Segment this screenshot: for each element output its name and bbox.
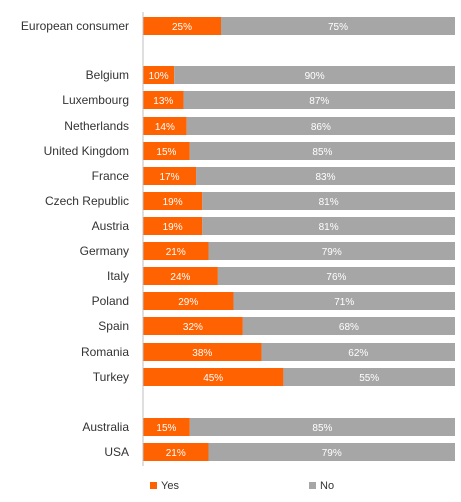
data-label-yes-9: 24% bbox=[170, 272, 190, 283]
bar-yes-1 bbox=[143, 66, 175, 84]
category-label-8: Germany bbox=[80, 244, 129, 258]
legend-label-no: No bbox=[320, 480, 334, 492]
data-label-yes-15: 21% bbox=[166, 448, 186, 459]
bar-no-0 bbox=[221, 17, 455, 35]
category-label-15: USA bbox=[104, 445, 129, 459]
data-label-no-2: 87% bbox=[309, 96, 329, 107]
category-labels: European consumer Belgium Luxembourg Nether… bbox=[21, 19, 129, 459]
category-label-12: Romania bbox=[81, 345, 129, 359]
data-label-yes-10: 29% bbox=[178, 297, 198, 308]
bar-yes-15 bbox=[143, 443, 209, 461]
data-label-yes-4: 15% bbox=[156, 147, 176, 158]
bar-yes-4 bbox=[143, 142, 190, 160]
bar-no-9 bbox=[217, 267, 455, 285]
legend: Yes No bbox=[150, 480, 334, 492]
data-label-yes-0: 25% bbox=[172, 22, 192, 33]
category-label-14: Australia bbox=[82, 420, 129, 434]
bar-no-1 bbox=[174, 66, 455, 84]
data-label-no-5: 83% bbox=[316, 172, 336, 183]
legend-swatch-no bbox=[309, 482, 316, 489]
bar-yes-6 bbox=[143, 192, 203, 210]
bar-no-15 bbox=[208, 443, 455, 461]
data-label-yes-7: 19% bbox=[163, 222, 183, 233]
data-label-no-9: 76% bbox=[326, 272, 346, 283]
bar-no-5 bbox=[196, 167, 456, 185]
category-label-7: Austria bbox=[92, 219, 130, 233]
bar-yes-5 bbox=[143, 167, 197, 185]
data-label-yes-12: 38% bbox=[192, 348, 212, 359]
category-label-4: United Kingdom bbox=[44, 144, 129, 158]
data-label-no-8: 79% bbox=[322, 247, 342, 258]
bar-no-10 bbox=[233, 292, 455, 310]
category-label-9: Italy bbox=[107, 269, 129, 283]
data-label-yes-6: 19% bbox=[163, 197, 183, 208]
bar-no-3 bbox=[186, 117, 455, 135]
bar-yes-9 bbox=[143, 267, 218, 285]
bar-no-13 bbox=[283, 368, 455, 386]
bar-no-7 bbox=[202, 217, 455, 235]
data-label-no-14: 85% bbox=[312, 423, 332, 434]
data-label-yes-3: 14% bbox=[155, 122, 175, 133]
category-label-13: Turkey bbox=[93, 370, 129, 384]
category-label-3: Netherlands bbox=[64, 119, 129, 133]
category-label-2: Luxembourg bbox=[62, 93, 129, 107]
category-label-10: Poland bbox=[92, 294, 129, 308]
data-label-yes-1: 10% bbox=[149, 71, 169, 82]
bar-yes-3 bbox=[143, 117, 187, 135]
bar-yes-0 bbox=[143, 17, 221, 35]
bar-yes-2 bbox=[143, 91, 184, 109]
category-label-0: European consumer bbox=[21, 19, 129, 33]
bars-layer: 25% 75% 10% 90% 13% 87% 14% 86% 15% 85% 17% 83% 19% 8… bbox=[143, 17, 456, 461]
data-label-no-7: 81% bbox=[319, 222, 339, 233]
bar-yes-10 bbox=[143, 292, 234, 310]
category-label-5: France bbox=[92, 169, 130, 183]
data-label-no-12: 62% bbox=[348, 348, 368, 359]
data-label-no-1: 90% bbox=[305, 71, 325, 82]
bar-yes-7 bbox=[143, 217, 203, 235]
data-label-yes-2: 13% bbox=[153, 96, 173, 107]
data-label-yes-5: 17% bbox=[160, 172, 180, 183]
data-label-no-0: 75% bbox=[328, 22, 348, 33]
bar-yes-8 bbox=[143, 242, 209, 260]
data-label-no-11: 68% bbox=[339, 322, 359, 333]
legend-swatch-yes bbox=[150, 482, 157, 489]
bar-no-2 bbox=[183, 91, 455, 109]
bar-no-12 bbox=[261, 343, 455, 361]
category-label-11: Spain bbox=[98, 319, 129, 333]
bar-no-11 bbox=[242, 317, 455, 335]
bar-no-6 bbox=[202, 192, 455, 210]
data-label-yes-13: 45% bbox=[203, 373, 223, 384]
legend-label-yes: Yes bbox=[161, 480, 179, 492]
data-label-yes-11: 32% bbox=[183, 322, 203, 333]
category-label-6: Czech Republic bbox=[45, 194, 129, 208]
data-label-no-15: 79% bbox=[322, 448, 342, 459]
bar-no-4 bbox=[189, 142, 456, 160]
bar-yes-11 bbox=[143, 317, 243, 335]
data-label-yes-14: 15% bbox=[156, 423, 176, 434]
data-label-no-3: 86% bbox=[311, 122, 331, 133]
bar-yes-13 bbox=[143, 368, 284, 386]
data-label-yes-8: 21% bbox=[166, 247, 186, 258]
bar-yes-14 bbox=[143, 418, 190, 436]
data-label-no-6: 81% bbox=[319, 197, 339, 208]
category-label-1: Belgium bbox=[86, 68, 129, 82]
bar-no-8 bbox=[208, 242, 455, 260]
data-label-no-13: 55% bbox=[359, 373, 379, 384]
data-label-no-4: 85% bbox=[312, 147, 332, 158]
bar-yes-12 bbox=[143, 343, 262, 361]
bar-no-14 bbox=[189, 418, 456, 436]
data-label-no-10: 71% bbox=[334, 297, 354, 308]
